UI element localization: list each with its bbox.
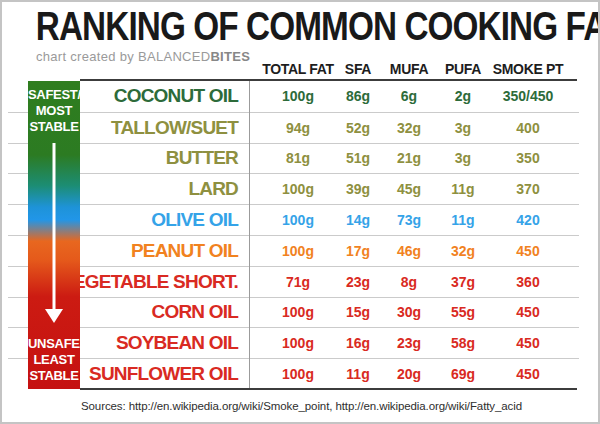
pufa-value: 2g [449,81,477,112]
smoke-pt-value: 450 [477,236,579,266]
column-header-sfa: SFA [347,58,369,80]
safest-label: SAFEST/ MOST STABLE [28,81,80,135]
mufa-value: 6g [369,81,449,112]
sfa-value: 23g [347,267,369,297]
sfa-value: 16g [347,328,369,358]
sfa-value: 14g [347,205,369,235]
down-arrow-line [53,143,56,309]
smoke-pt-value: 450 [477,298,579,328]
column-headers: TOTAL FAT SFA MUFA PUFA SMOKE PT [8,58,579,80]
sfa-value: 51g [347,144,369,174]
smoke-pt-value: 420 [477,205,579,235]
table-row: VEGETABLE SHORT. 71g 23g 8g 37g 360 [8,266,579,297]
mufa-value: 32g [369,113,449,143]
total-fat-value: 100g [249,359,347,389]
column-header-pufa: PUFA [449,58,477,80]
smoke-pt-value: 370 [477,174,579,204]
smoke-pt-value: 450 [477,359,579,389]
sfa-value: 15g [347,298,369,328]
mufa-value: 46g [369,236,449,266]
sfa-value: 11g [347,359,369,389]
smoke-pt-value: 400 [477,113,579,143]
table-row: SOYBEAN OIL 100g 16g 23g 58g 450 [8,327,579,358]
mufa-value: 21g [369,144,449,174]
table-bottom-border [80,388,577,390]
table-row: LARD 100g 39g 45g 11g 370 [8,173,579,204]
table-row: COCONUT OIL 100g 86g 6g 2g 350/450 [8,81,579,112]
mufa-value: 8g [369,267,449,297]
total-fat-value: 100g [249,298,347,328]
sfa-value: 17g [347,236,369,266]
mufa-value: 73g [369,205,449,235]
pufa-value: 58g [449,328,477,358]
name-value-divider [249,81,250,388]
mufa-value: 23g [369,328,449,358]
sources-text: Sources: http://en.wikipedia.org/wiki/Sm… [81,400,522,412]
mufa-value: 20g [369,359,449,389]
table-row: OLIVE OIL 100g 14g 73g 11g 420 [8,204,579,235]
page-title: RANKING OF COMMON COOKING FATS [2,4,598,46]
table-row: TALLOW/SUET 94g 52g 32g 3g 400 [8,112,579,143]
table-row: PEANUT OIL 100g 17g 46g 32g 450 [8,235,579,266]
mufa-value: 45g [369,174,449,204]
total-fat-value: 71g [249,267,347,297]
fats-table: COCONUT OIL 100g 86g 6g 2g 350/450 TALLO… [8,81,579,389]
total-fat-value: 100g [249,81,347,112]
pufa-value: 3g [449,113,477,143]
page-title-text: RANKING OF COMMON COOKING FATS [36,4,600,49]
pufa-value: 37g [449,267,477,297]
sfa-value: 52g [347,113,369,143]
safety-gradient-bar: SAFEST/ MOST STABLE UNSAFE/ LEAST STABLE [28,81,80,389]
table-row: BUTTER 81g 51g 21g 3g 350 [8,143,579,174]
total-fat-value: 100g [249,328,347,358]
total-fat-value: 81g [249,144,347,174]
pufa-value: 32g [449,236,477,266]
pufa-value: 11g [449,205,477,235]
column-header-mufa: MUFA [369,58,449,80]
table-row: SUNFLOWER OIL 100g 11g 20g 69g 450 [8,358,579,389]
cooking-fats-infographic: RANKING OF COMMON COOKING FATS chart cre… [0,0,600,424]
pufa-value: 69g [449,359,477,389]
pufa-value: 11g [449,174,477,204]
column-header-smoke-pt: SMOKE PT [477,58,579,80]
unsafe-label: UNSAFE/ LEAST STABLE [28,336,80,384]
smoke-pt-value: 350/450 [477,81,579,112]
column-header-total-fat: TOTAL FAT [249,58,347,80]
sfa-value: 39g [347,174,369,204]
sfa-value: 86g [347,81,369,112]
column-header-spacer [8,58,249,80]
total-fat-value: 100g [249,205,347,235]
pufa-value: 55g [449,298,477,328]
total-fat-value: 94g [249,113,347,143]
smoke-pt-value: 350 [477,144,579,174]
total-fat-value: 100g [249,236,347,266]
table-row: CORN OIL 100g 15g 30g 55g 450 [8,297,579,328]
mufa-value: 30g [369,298,449,328]
total-fat-value: 100g [249,174,347,204]
smoke-pt-value: 360 [477,267,579,297]
down-arrow-icon [45,309,63,323]
smoke-pt-value: 450 [477,328,579,358]
pufa-value: 3g [449,144,477,174]
